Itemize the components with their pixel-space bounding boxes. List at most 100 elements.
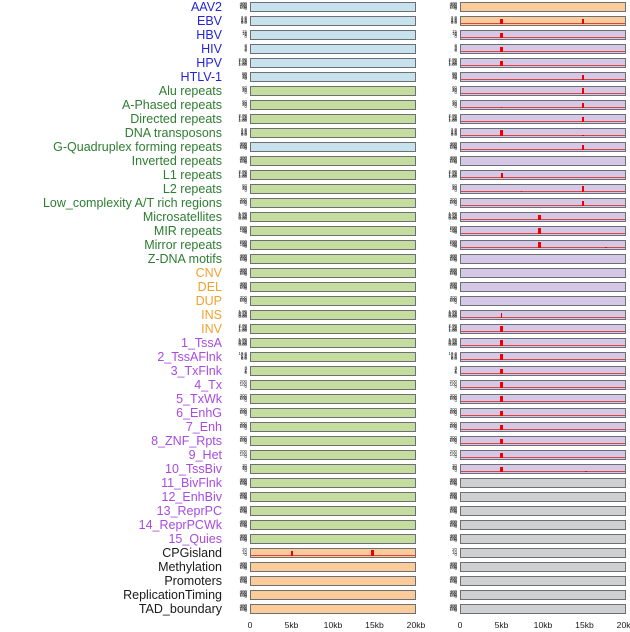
y-tick-label: 0 xyxy=(244,286,247,291)
y-tick-label: 300 xyxy=(449,268,457,274)
track-background xyxy=(460,422,626,432)
y-tick-label: 100 xyxy=(239,522,247,528)
y-axis-ticks-right-22: 1.00 0.75 0.50 0.25 0.00 xyxy=(438,309,458,320)
track-background xyxy=(250,338,416,348)
y-axis-ticks-right-1: 2.0 1.5 1.0 0.5 0.0 xyxy=(438,15,458,26)
track-left-22 xyxy=(250,310,416,320)
y-tick-label: 100 xyxy=(449,451,457,457)
track-background xyxy=(460,44,626,54)
row-label-aav2: AAV2 xyxy=(190,0,222,14)
y-axis-ticks-left-16: 200 150 100 50 0 xyxy=(228,225,248,236)
y-axis-ticks-left-42: 400 300 200 100 0 xyxy=(228,589,248,600)
y-tick-label: 2 xyxy=(454,46,457,52)
track-background xyxy=(460,128,626,138)
y-tick-label: 300 xyxy=(239,2,247,8)
y-axis-ticks-left-29: 300 200 100 0 xyxy=(228,407,248,418)
track-background xyxy=(250,422,416,432)
track-left-31 xyxy=(250,436,416,446)
y-tick-label: 0 xyxy=(454,384,457,389)
y-tick-label: 0.50 xyxy=(448,311,457,317)
y-axis-ticks-right-12: 2.00 1.75 1.50 1.25 1.00 xyxy=(438,169,458,180)
track-left-35 xyxy=(250,492,416,502)
row-label-l2-repeats: L2 repeats xyxy=(162,181,222,196)
track-background xyxy=(460,604,626,614)
y-axis-ticks-left-6: 60 40 20 0 xyxy=(228,85,248,96)
y-tick-label: 0 xyxy=(244,580,247,585)
y-tick-label: 150 xyxy=(449,240,457,246)
y-tick-label: 100 xyxy=(449,578,457,584)
y-tick-label: 0 xyxy=(244,188,247,193)
y-tick-label: 200 xyxy=(239,269,247,275)
y-tick-label: 10 xyxy=(452,549,457,555)
y-tick-label: 300 xyxy=(449,421,457,426)
track-background xyxy=(250,212,416,222)
y-tick-label: 100 xyxy=(239,438,247,444)
track-background xyxy=(460,184,626,194)
y-axis-ticks-right-0: 400 300 200 100 0 xyxy=(438,1,458,12)
y-tick-label: 60 xyxy=(452,183,457,188)
y-tick-label: 0.00 xyxy=(448,314,457,319)
y-tick-label: 3 xyxy=(454,366,457,372)
y-tick-label: 200 xyxy=(239,436,247,442)
y-tick-label: 80 xyxy=(242,71,247,76)
data-bar xyxy=(500,410,503,416)
y-tick-label: 1.50 xyxy=(238,325,247,331)
row-label-tad-boundary: TAD_boundary xyxy=(138,601,222,616)
y-axis-ticks-left-5: 80 60 40 20 0 xyxy=(228,71,248,82)
y-tick-label: 0.25 xyxy=(448,214,457,220)
y-tick-label: 0 xyxy=(454,552,457,557)
y-tick-label: 0 xyxy=(244,412,247,417)
y-tick-label: 0.5 xyxy=(240,18,247,24)
y-tick-label: 50 xyxy=(242,242,247,248)
track-background xyxy=(250,604,416,614)
y-tick-label: 400 xyxy=(239,253,247,258)
y-tick-label: 300 xyxy=(449,142,457,148)
y-axis-ticks-right-7: 60 40 20 0 xyxy=(438,99,458,110)
row-label-2-tssaflnk: 2_TssAFlnk xyxy=(157,349,222,364)
data-bar xyxy=(500,326,503,332)
track-background xyxy=(250,352,416,362)
y-tick-label: 300 xyxy=(449,407,457,412)
y-tick-label: 400 xyxy=(239,155,247,160)
row-label-12-enhbiv: 12_EnhBiv xyxy=(161,489,222,504)
y-tick-label: 400 xyxy=(239,603,247,608)
y-tick-label: 0.75 xyxy=(448,338,457,344)
track-background xyxy=(250,534,416,544)
y-tick-label: 20 xyxy=(452,102,457,108)
track-left-43 xyxy=(250,604,416,614)
y-tick-label: 100 xyxy=(449,227,457,233)
y-tick-label: 100 xyxy=(239,200,247,206)
track-background xyxy=(250,464,416,474)
row-label-hbv: HBV xyxy=(196,27,222,42)
y-tick-label: 1.00 xyxy=(238,211,247,216)
y-tick-label: 0 xyxy=(244,510,247,515)
y-tick-label: 0 xyxy=(454,76,457,81)
track-background xyxy=(250,450,416,460)
track-baseline xyxy=(461,470,625,472)
y-tick-label: 60 xyxy=(452,99,457,104)
y-tick-label: 0.25 xyxy=(238,214,247,220)
y-tick-label: 0 xyxy=(454,468,457,473)
track-right-3 xyxy=(460,44,626,54)
y-tick-label: 7.5 xyxy=(450,352,457,358)
track-left-8 xyxy=(250,114,416,124)
track-left-20 xyxy=(250,282,416,292)
y-tick-label: 300 xyxy=(239,156,247,162)
y-axis-ticks-left-30: 300 200 100 0 xyxy=(228,421,248,432)
track-background xyxy=(250,198,416,208)
track-right-40 xyxy=(460,562,626,572)
y-tick-label: 100 xyxy=(449,494,457,500)
y-tick-label: 100 xyxy=(449,381,457,387)
track-baseline xyxy=(461,358,625,360)
y-tick-label: 300 xyxy=(239,142,247,148)
data-bar xyxy=(538,228,541,234)
track-left-13 xyxy=(250,184,416,194)
y-tick-label: 2.00 xyxy=(238,57,247,62)
track-left-18 xyxy=(250,254,416,264)
y-tick-label: 0.0 xyxy=(240,132,247,137)
track-background xyxy=(250,506,416,516)
track-right-30 xyxy=(460,422,626,432)
y-axis-ticks-left-31: 300 200 100 0 xyxy=(228,435,248,446)
track-right-36 xyxy=(460,506,626,516)
